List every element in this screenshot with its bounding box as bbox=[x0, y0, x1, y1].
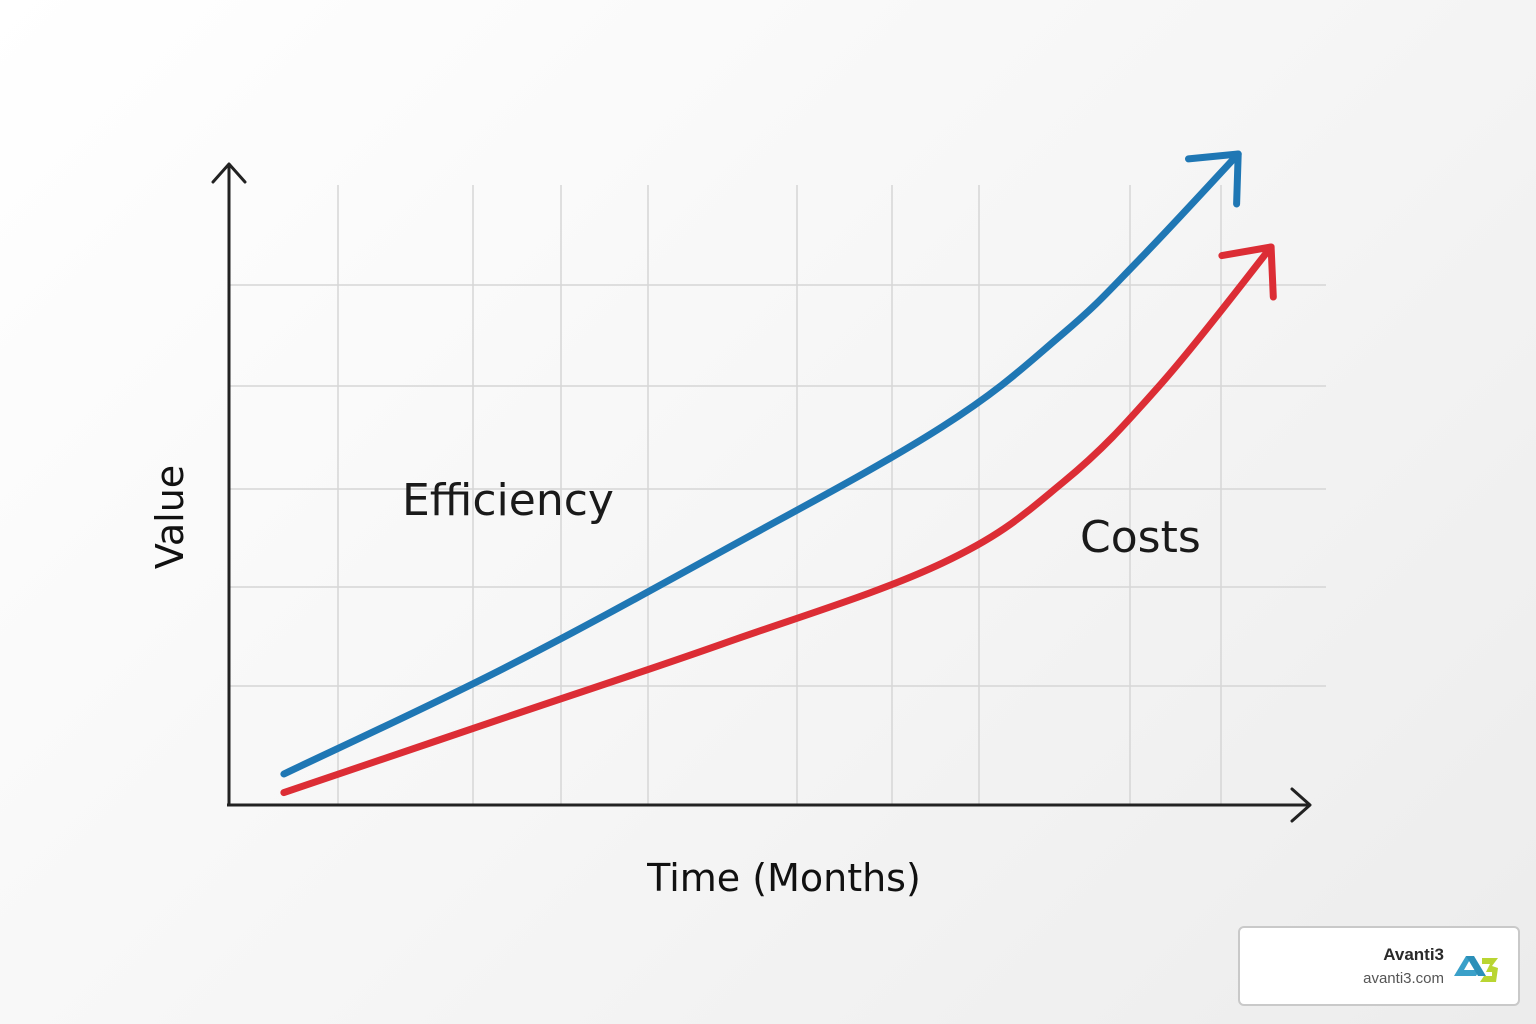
avanti3-logo-icon bbox=[1454, 956, 1498, 982]
brand-url: avanti3.com bbox=[1363, 970, 1444, 987]
series-layer bbox=[280, 150, 1277, 797]
brand-badge[interactable]: Avanti3 avanti3.com bbox=[1238, 926, 1520, 1006]
y-axis-arrow-icon bbox=[211, 162, 247, 184]
x-axis-title: Time (Months) bbox=[646, 856, 921, 900]
series-line-efficiency bbox=[280, 150, 1242, 778]
series-label-efficiency: Efficiency bbox=[402, 475, 614, 526]
series-line-costs bbox=[280, 243, 1275, 797]
series-label-costs: Costs bbox=[1080, 512, 1201, 563]
series-arrowhead-costs-icon bbox=[1218, 243, 1277, 301]
grid-lines bbox=[229, 185, 1326, 805]
axes bbox=[211, 162, 1312, 823]
series-arrowhead-efficiency-icon bbox=[1185, 150, 1242, 208]
y-axis-title: Value bbox=[148, 465, 192, 569]
x-axis-arrow-icon bbox=[1290, 787, 1312, 823]
brand-name: Avanti3 bbox=[1383, 945, 1444, 964]
